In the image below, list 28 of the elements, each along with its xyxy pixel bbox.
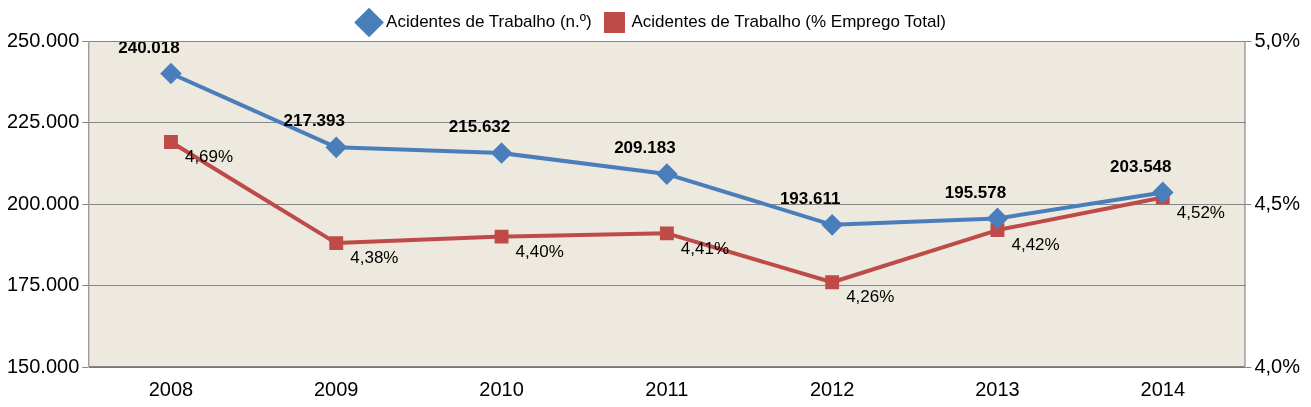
y2-tick-label: 4,0% xyxy=(1254,354,1301,377)
data-label: 193.611 xyxy=(779,189,841,209)
data-label: 4,52% xyxy=(1176,202,1225,222)
legend-label: Acidentes de Trabalho (n.º) xyxy=(386,12,592,32)
x-tick-label: 2009 xyxy=(314,377,359,400)
y-tick-label: 200.000 xyxy=(7,191,80,214)
data-label: 4,38% xyxy=(350,248,399,268)
x-tick-label: 2008 xyxy=(148,377,194,400)
data-label: 4,26% xyxy=(846,287,895,307)
data-label: 195.578 xyxy=(944,182,1007,202)
y2-tick-label: 4,5% xyxy=(1254,191,1301,214)
x-tick-label: 2010 xyxy=(479,377,524,400)
x-tick-label: 2011 xyxy=(645,377,689,400)
data-label: 215.632 xyxy=(448,117,511,137)
data-label: 203.548 xyxy=(1110,156,1172,176)
y-tick-label: 150.000 xyxy=(7,354,80,377)
legend-label: Acidentes de Trabalho (% Emprego Total) xyxy=(631,12,946,32)
x-tick-label: 2014 xyxy=(1140,377,1186,400)
data-label: 4,42% xyxy=(1011,235,1060,255)
x-tick-label: 2013 xyxy=(975,377,1020,400)
y-tick-label: 175.000 xyxy=(7,273,80,296)
y-tick-label: 250.000 xyxy=(7,28,80,51)
data-label: 209.183 xyxy=(614,138,676,158)
y-tick-label: 225.000 xyxy=(7,110,80,133)
data-label: 4,40% xyxy=(515,241,564,261)
data-label: 217.393 xyxy=(283,111,345,131)
y2-tick-label: 5,0% xyxy=(1254,28,1301,51)
x-tick-label: 2012 xyxy=(809,377,855,400)
